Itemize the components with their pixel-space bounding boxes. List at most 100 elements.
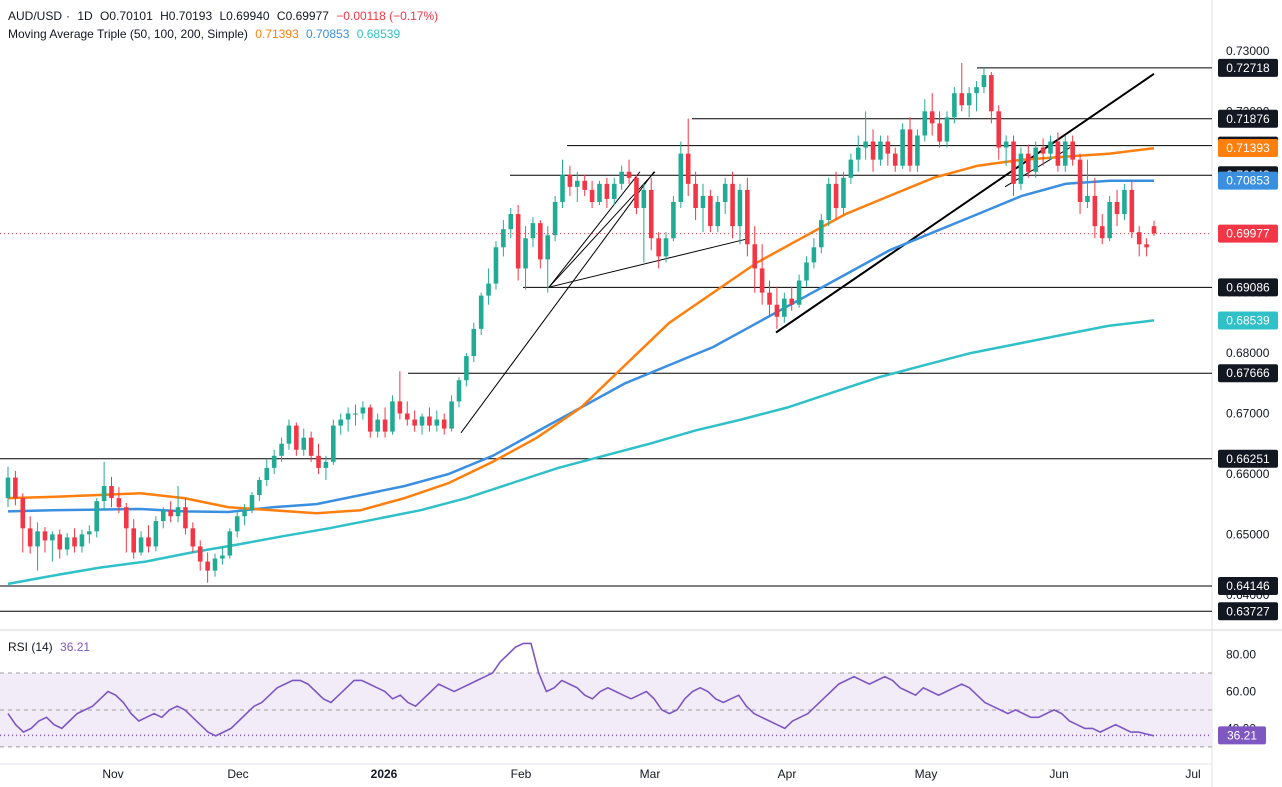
candle [1085,159,1090,209]
rsi-indicator-name[interactable]: RSI (14) [8,640,53,654]
candle-body [412,419,417,426]
candle-body [870,141,876,160]
candle [175,486,181,523]
price-axis-label: 0.70853 [1218,171,1278,190]
candle-body [1151,226,1157,234]
y-tick-label: 0.65000 [1226,527,1270,541]
candle [789,286,795,311]
candle [316,443,321,474]
candle-body [818,220,824,248]
candle-body [693,183,698,209]
candle [1136,226,1142,257]
candle-body [1114,201,1120,215]
candle-body [427,416,432,426]
candle [419,413,425,435]
candle-body [464,356,469,381]
price-axis-label: 0.67666 [1218,364,1278,383]
candle-body [168,510,173,517]
symbol-name[interactable]: AUD/USD [8,9,63,23]
trend-line [548,171,641,288]
candle [885,135,891,166]
rsi-line [7,642,1155,737]
candle-body [308,437,314,456]
candle [745,177,750,257]
candle [700,183,706,233]
x-tick-label: Mar [640,767,661,781]
candle [345,407,351,432]
candle-body [360,407,366,414]
candle [353,404,358,426]
candle [301,428,307,456]
candle-body [367,407,373,432]
candle-body [1055,141,1061,166]
price-axis-label: 0.63727 [1218,602,1278,621]
candle [27,516,33,554]
x-tick-label: Nov [102,767,123,781]
price-axis-label-text: 0.64146 [1226,579,1270,593]
candle [264,458,270,487]
candle-body [597,183,602,202]
candle [190,522,196,553]
candle-body [345,413,351,420]
candle [493,241,499,290]
candle [818,214,824,254]
candle-body [782,298,787,317]
rsi-axis-label-text: 36.21 [1227,728,1257,742]
candle-body [959,93,965,106]
candle-body [745,189,750,245]
price-axis-label: 0.64146 [1218,576,1278,595]
candle [848,153,854,184]
price-axis-label-bg [1218,224,1278,243]
candle-body [441,419,447,429]
candle [153,516,159,552]
candle-body [944,117,950,142]
candle-body [271,455,277,468]
candle [20,493,26,553]
candle [146,525,151,553]
price-axis-label-bg [1218,138,1278,157]
candle [375,413,380,438]
y-tick-label: 0.66000 [1226,467,1270,481]
price-axis-label-bg [1218,602,1278,621]
rsi-axis-label-bg [1218,726,1266,745]
x-tick-label: Feb [511,767,532,781]
candle [160,507,166,529]
candle-body [153,521,159,547]
candle [404,401,410,426]
candle-body [419,416,425,426]
candle-body [257,479,262,496]
candle-body [796,280,802,305]
price-axis-label-bg [1218,171,1278,190]
rsi-y-tick-label: 60.00 [1226,684,1256,698]
ma50-value: 0.71393 [255,27,299,41]
candle-body [508,214,514,230]
candle-body [929,111,935,124]
candle-body [353,413,358,415]
candle-body [1011,141,1016,184]
interval-label[interactable]: 1D [77,9,93,23]
candle-body [855,147,861,160]
candle-body [286,425,292,444]
x-tick-label: Jul [1185,767,1200,781]
candle [811,238,817,269]
candle-body [109,486,114,499]
ma-indicator-name[interactable]: Moving Average Triple (50, 100, 200, Sim… [8,27,248,41]
candle-body [841,177,846,209]
candle-body [72,537,77,547]
candle [560,159,565,209]
candle-body [552,201,558,236]
candle [981,67,987,94]
candle [183,498,188,535]
candle [545,226,551,293]
candle [323,455,329,480]
candle [464,353,469,387]
candle-body [708,195,713,227]
candle-body [323,461,329,468]
candle-body [826,183,831,221]
candle-body [35,531,40,547]
candle-body [989,75,994,112]
candle-body [759,268,765,293]
candle-body [1003,141,1009,148]
